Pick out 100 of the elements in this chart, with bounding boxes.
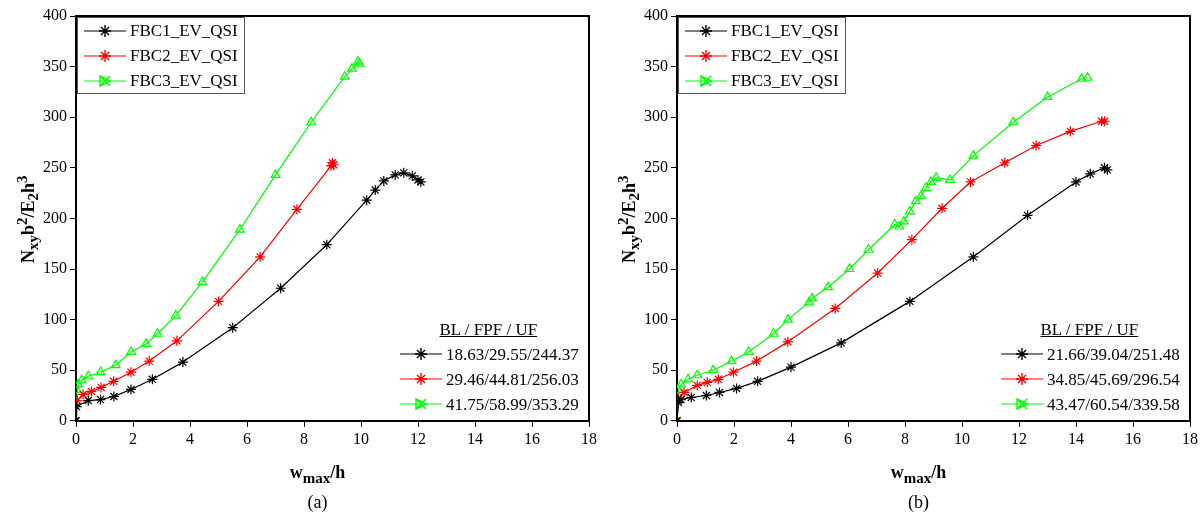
point — [823, 281, 833, 291]
point — [1030, 139, 1042, 152]
point — [730, 382, 743, 395]
point — [83, 370, 94, 380]
x-axis-title: w$_{max}$/h — [889, 462, 948, 487]
point — [910, 195, 921, 205]
x-tick-label: 16 — [524, 429, 540, 447]
point — [94, 393, 107, 406]
point — [212, 295, 225, 307]
point — [177, 356, 189, 368]
point — [1021, 209, 1034, 221]
y-tick-label: 50 — [652, 360, 668, 378]
point — [85, 385, 97, 398]
point — [1008, 116, 1019, 126]
x-tick-label: 8 — [901, 429, 909, 447]
point — [170, 309, 181, 319]
point — [141, 338, 152, 347]
point — [95, 366, 106, 376]
y-tick-label: 250 — [43, 158, 67, 175]
point — [1070, 176, 1082, 188]
point — [152, 328, 163, 337]
point — [964, 176, 977, 188]
y-tick-label: 350 — [644, 56, 668, 74]
point — [171, 335, 183, 347]
y-tick-label: 300 — [644, 107, 668, 125]
y-tick-label: 0 — [59, 411, 67, 428]
point — [752, 375, 764, 387]
point — [835, 337, 847, 349]
point — [916, 190, 926, 200]
y-tick-label: 250 — [644, 158, 668, 175]
point — [378, 175, 390, 187]
point — [197, 276, 208, 286]
point — [713, 386, 726, 399]
point — [143, 355, 155, 367]
point — [1042, 91, 1053, 101]
point — [726, 355, 737, 365]
x-tick-label: 4 — [787, 429, 795, 447]
point — [701, 376, 713, 388]
y-tick-label: 200 — [43, 208, 67, 226]
legend-label: FBC2_EV_QSI — [130, 45, 238, 67]
point — [750, 355, 763, 367]
y-tick-label: 300 — [43, 107, 67, 125]
point — [108, 375, 120, 387]
x-tick-label: 14 — [1068, 429, 1084, 447]
point — [945, 174, 955, 184]
x-tick-label: 8 — [300, 429, 308, 447]
point — [389, 169, 401, 181]
point — [126, 346, 136, 356]
point — [1064, 125, 1076, 137]
annotation: BL / FPF / UF — [1040, 318, 1139, 341]
x-tick-label: 0 — [72, 429, 80, 447]
point — [82, 394, 94, 407]
point — [727, 366, 740, 378]
point — [920, 182, 931, 192]
point — [1082, 72, 1093, 81]
x-tick-label: 12 — [1011, 429, 1027, 447]
x-tick-label: 10 — [353, 429, 369, 447]
text: (a) — [306, 492, 329, 513]
point — [999, 157, 1011, 169]
point — [1076, 73, 1087, 82]
point — [1084, 168, 1096, 180]
point — [863, 244, 874, 253]
point — [936, 202, 948, 214]
point — [683, 373, 694, 383]
text: (b) — [907, 492, 930, 513]
x-tick-label: 2 — [730, 429, 738, 447]
point — [95, 381, 107, 393]
x-tick-label: 18 — [1182, 429, 1198, 447]
x-tick-label: 4 — [186, 429, 194, 447]
point — [108, 390, 120, 403]
legend-label: FBC3_EV_QSI — [130, 70, 238, 92]
point — [807, 292, 818, 302]
y-tick-label: 50 — [51, 360, 67, 378]
annotation: 34.85/45.69/296.54 — [1047, 368, 1180, 391]
point — [692, 369, 703, 379]
point — [898, 215, 909, 225]
point — [321, 239, 333, 251]
point — [926, 176, 936, 186]
y-tick-label: 350 — [43, 56, 67, 74]
point — [968, 150, 979, 159]
y-tick-label: 200 — [644, 208, 668, 226]
point — [369, 184, 381, 196]
point — [685, 391, 697, 404]
point — [906, 234, 918, 246]
annotation: BL / FPF / UF — [439, 318, 538, 341]
x-tick-label: 0 — [673, 429, 681, 447]
y-tick-label: 150 — [43, 259, 67, 277]
point — [872, 267, 884, 279]
point — [398, 167, 410, 179]
point — [844, 263, 855, 273]
point — [361, 194, 373, 206]
x-tick-label: 14 — [467, 429, 483, 447]
annotation: 29.46/44.81/256.03 — [446, 368, 579, 391]
x-tick-label: 10 — [954, 429, 970, 447]
point — [904, 295, 916, 307]
point — [406, 170, 418, 182]
point — [270, 169, 281, 178]
x-tick-label: 6 — [243, 429, 251, 447]
legend-label: FBC1_EV_QSI — [731, 20, 839, 42]
annotation: 21.66/39.04/251.48 — [1047, 343, 1180, 366]
